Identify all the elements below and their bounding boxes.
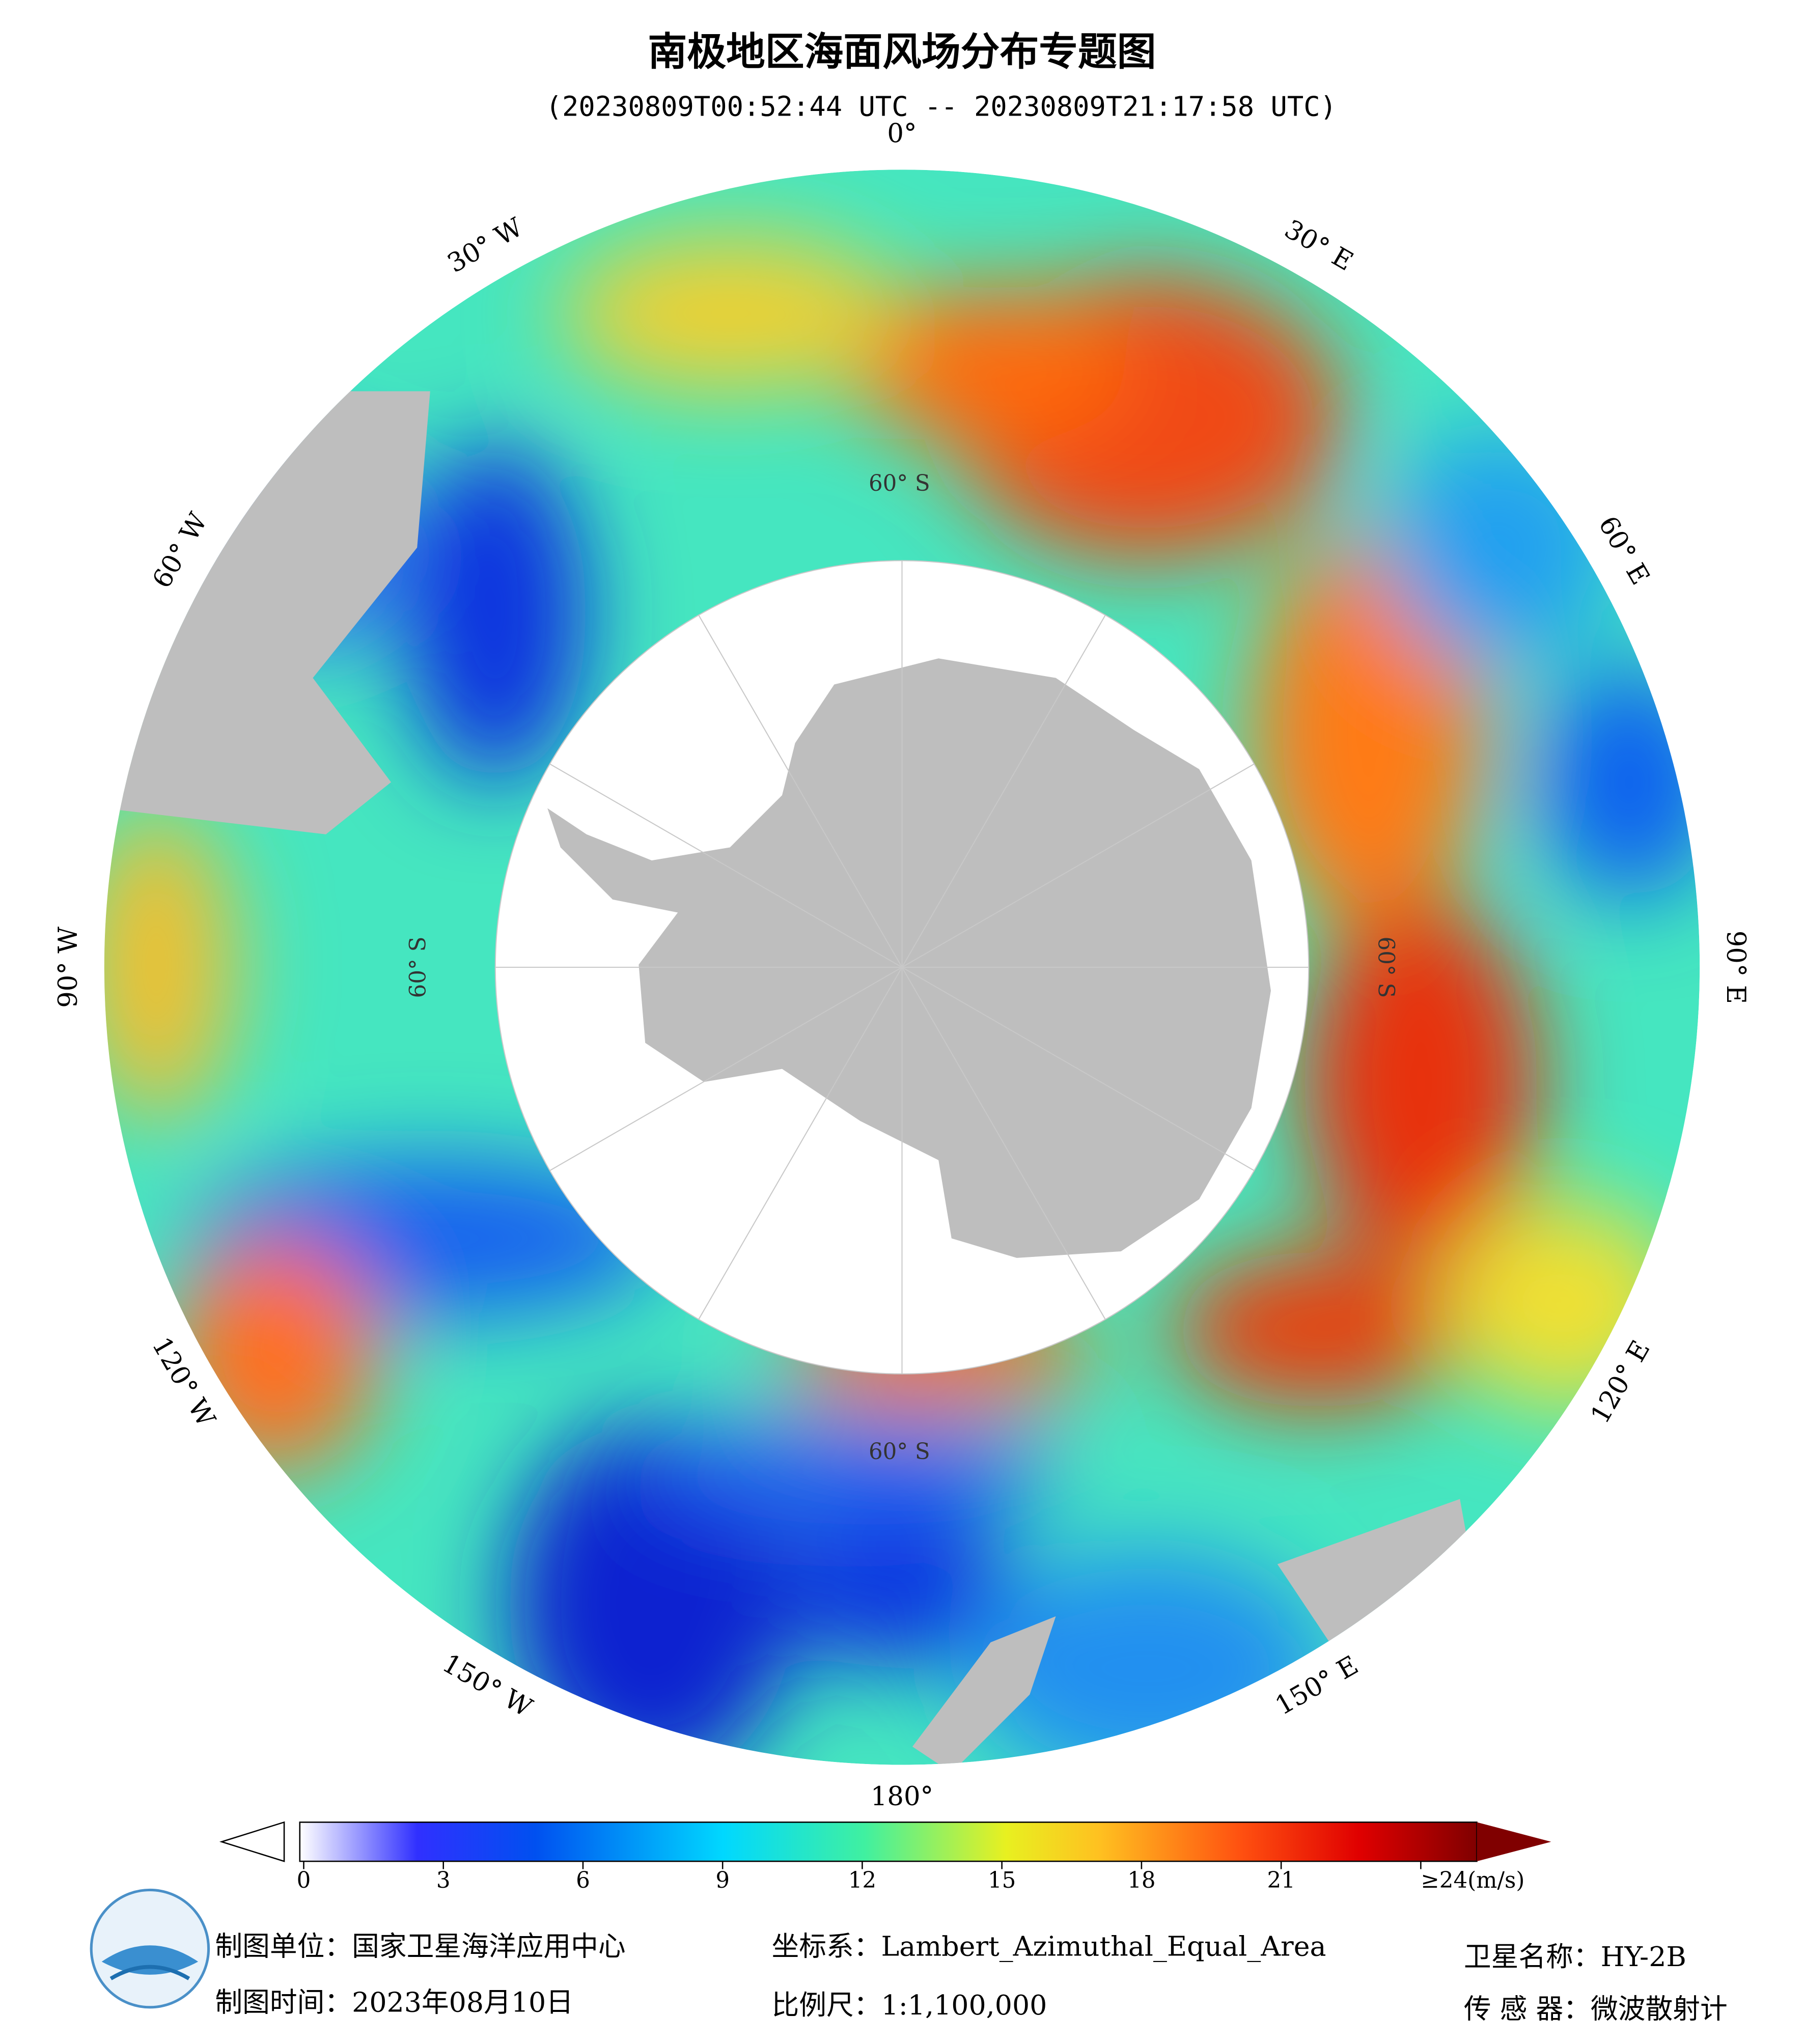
parallel <box>494 560 1310 1375</box>
lon-label: 180° <box>871 1781 933 1812</box>
footer-text: 比例尺：1:1,100,000 <box>772 1989 1047 2021</box>
meridian <box>698 614 903 968</box>
footer-text: 制图单位：国家卫星海洋应用中心 <box>215 1930 625 1963</box>
lat-label: 60° S <box>405 937 431 998</box>
lon-label: 90° W <box>53 927 84 1008</box>
tick-label: 3 <box>436 1868 451 1893</box>
antarctica <box>547 658 1271 1258</box>
lon-label: 30° W <box>442 212 529 279</box>
title: 南极地区海面风场分布专题图 <box>648 29 1156 75</box>
meridian <box>549 763 903 968</box>
colorbar: 0 3 6 9 12 15 18 21 ≥24(m/s) <box>219 1821 1551 1893</box>
meridian <box>901 763 1255 968</box>
logo <box>90 1888 210 2009</box>
meridian <box>901 967 1255 1171</box>
lon-label: 60° W <box>147 508 214 594</box>
subtitle: (20230809T00:52:44 UTC -- 20230809T21:17… <box>546 91 1337 123</box>
lat-label: 60° S <box>869 471 930 496</box>
tick-label: 6 <box>576 1868 590 1893</box>
tick-label: 0 <box>297 1868 311 1893</box>
tick-label: ≥24(m/s) <box>1421 1868 1524 1893</box>
footer-text: 坐标系：Lambert_Azimuthal_Equal_Area <box>772 1930 1326 1963</box>
meridian <box>549 967 903 1171</box>
graticule <box>494 560 1310 1375</box>
tick-label: 12 <box>848 1868 876 1893</box>
lon-label: 30° E <box>1280 214 1358 277</box>
tick-label: 9 <box>715 1868 730 1893</box>
tick-label: 21 <box>1267 1868 1295 1893</box>
footer-text: 卫星名称：HY-2B <box>1464 1941 1686 1973</box>
meridian <box>698 967 903 1320</box>
meridian <box>901 614 1106 968</box>
lat-label: 60° S <box>1373 937 1399 998</box>
lat-label: 60° S <box>869 1439 930 1465</box>
lon-label: 0° <box>887 119 917 149</box>
footer-text: 制图时间：2023年08月10日 <box>215 1986 573 2019</box>
meridian <box>901 967 1106 1320</box>
lon-label: 90° E <box>1720 931 1751 1004</box>
lon-label: 60° E <box>1592 511 1655 590</box>
tick-label: 18 <box>1127 1868 1155 1893</box>
tick-label: 15 <box>988 1868 1016 1893</box>
footer-text: 传 感 器：微波散射计 <box>1464 1993 1728 2025</box>
